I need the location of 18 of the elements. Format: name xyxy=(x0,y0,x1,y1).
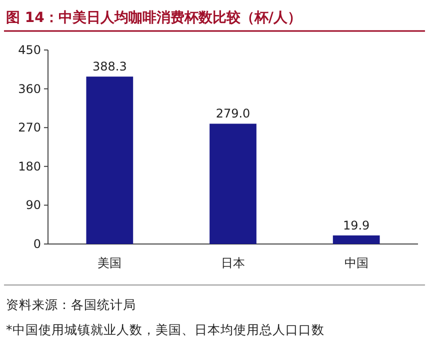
text: 资料来源：各国统计局 xyxy=(6,297,136,312)
chart-title: 图 14：中美日人均咖啡消费杯数比较（杯/人） xyxy=(6,9,302,26)
bar xyxy=(332,235,380,244)
y-tick-label: 180 xyxy=(18,159,41,174)
text: *中国使用城镇就业人数，美国、日本均使用总人口口数 xyxy=(6,322,324,337)
y-tick-label: 0 xyxy=(33,237,41,251)
y-tick-label: 360 xyxy=(18,82,41,96)
bar xyxy=(210,124,256,244)
x-tick-label: 美国 xyxy=(98,256,122,270)
bar xyxy=(86,76,134,244)
y-tick-label: 270 xyxy=(18,120,41,135)
y-tick-label: 90 xyxy=(26,198,41,212)
x-tick-label: 日本 xyxy=(221,256,245,270)
data-label: 279.0 xyxy=(216,106,250,121)
data-label: 19.9 xyxy=(342,218,370,232)
data-label: 388.3 xyxy=(92,60,127,74)
y-tick-label: 450 xyxy=(18,43,41,57)
x-tick-label: 中国 xyxy=(344,256,368,270)
